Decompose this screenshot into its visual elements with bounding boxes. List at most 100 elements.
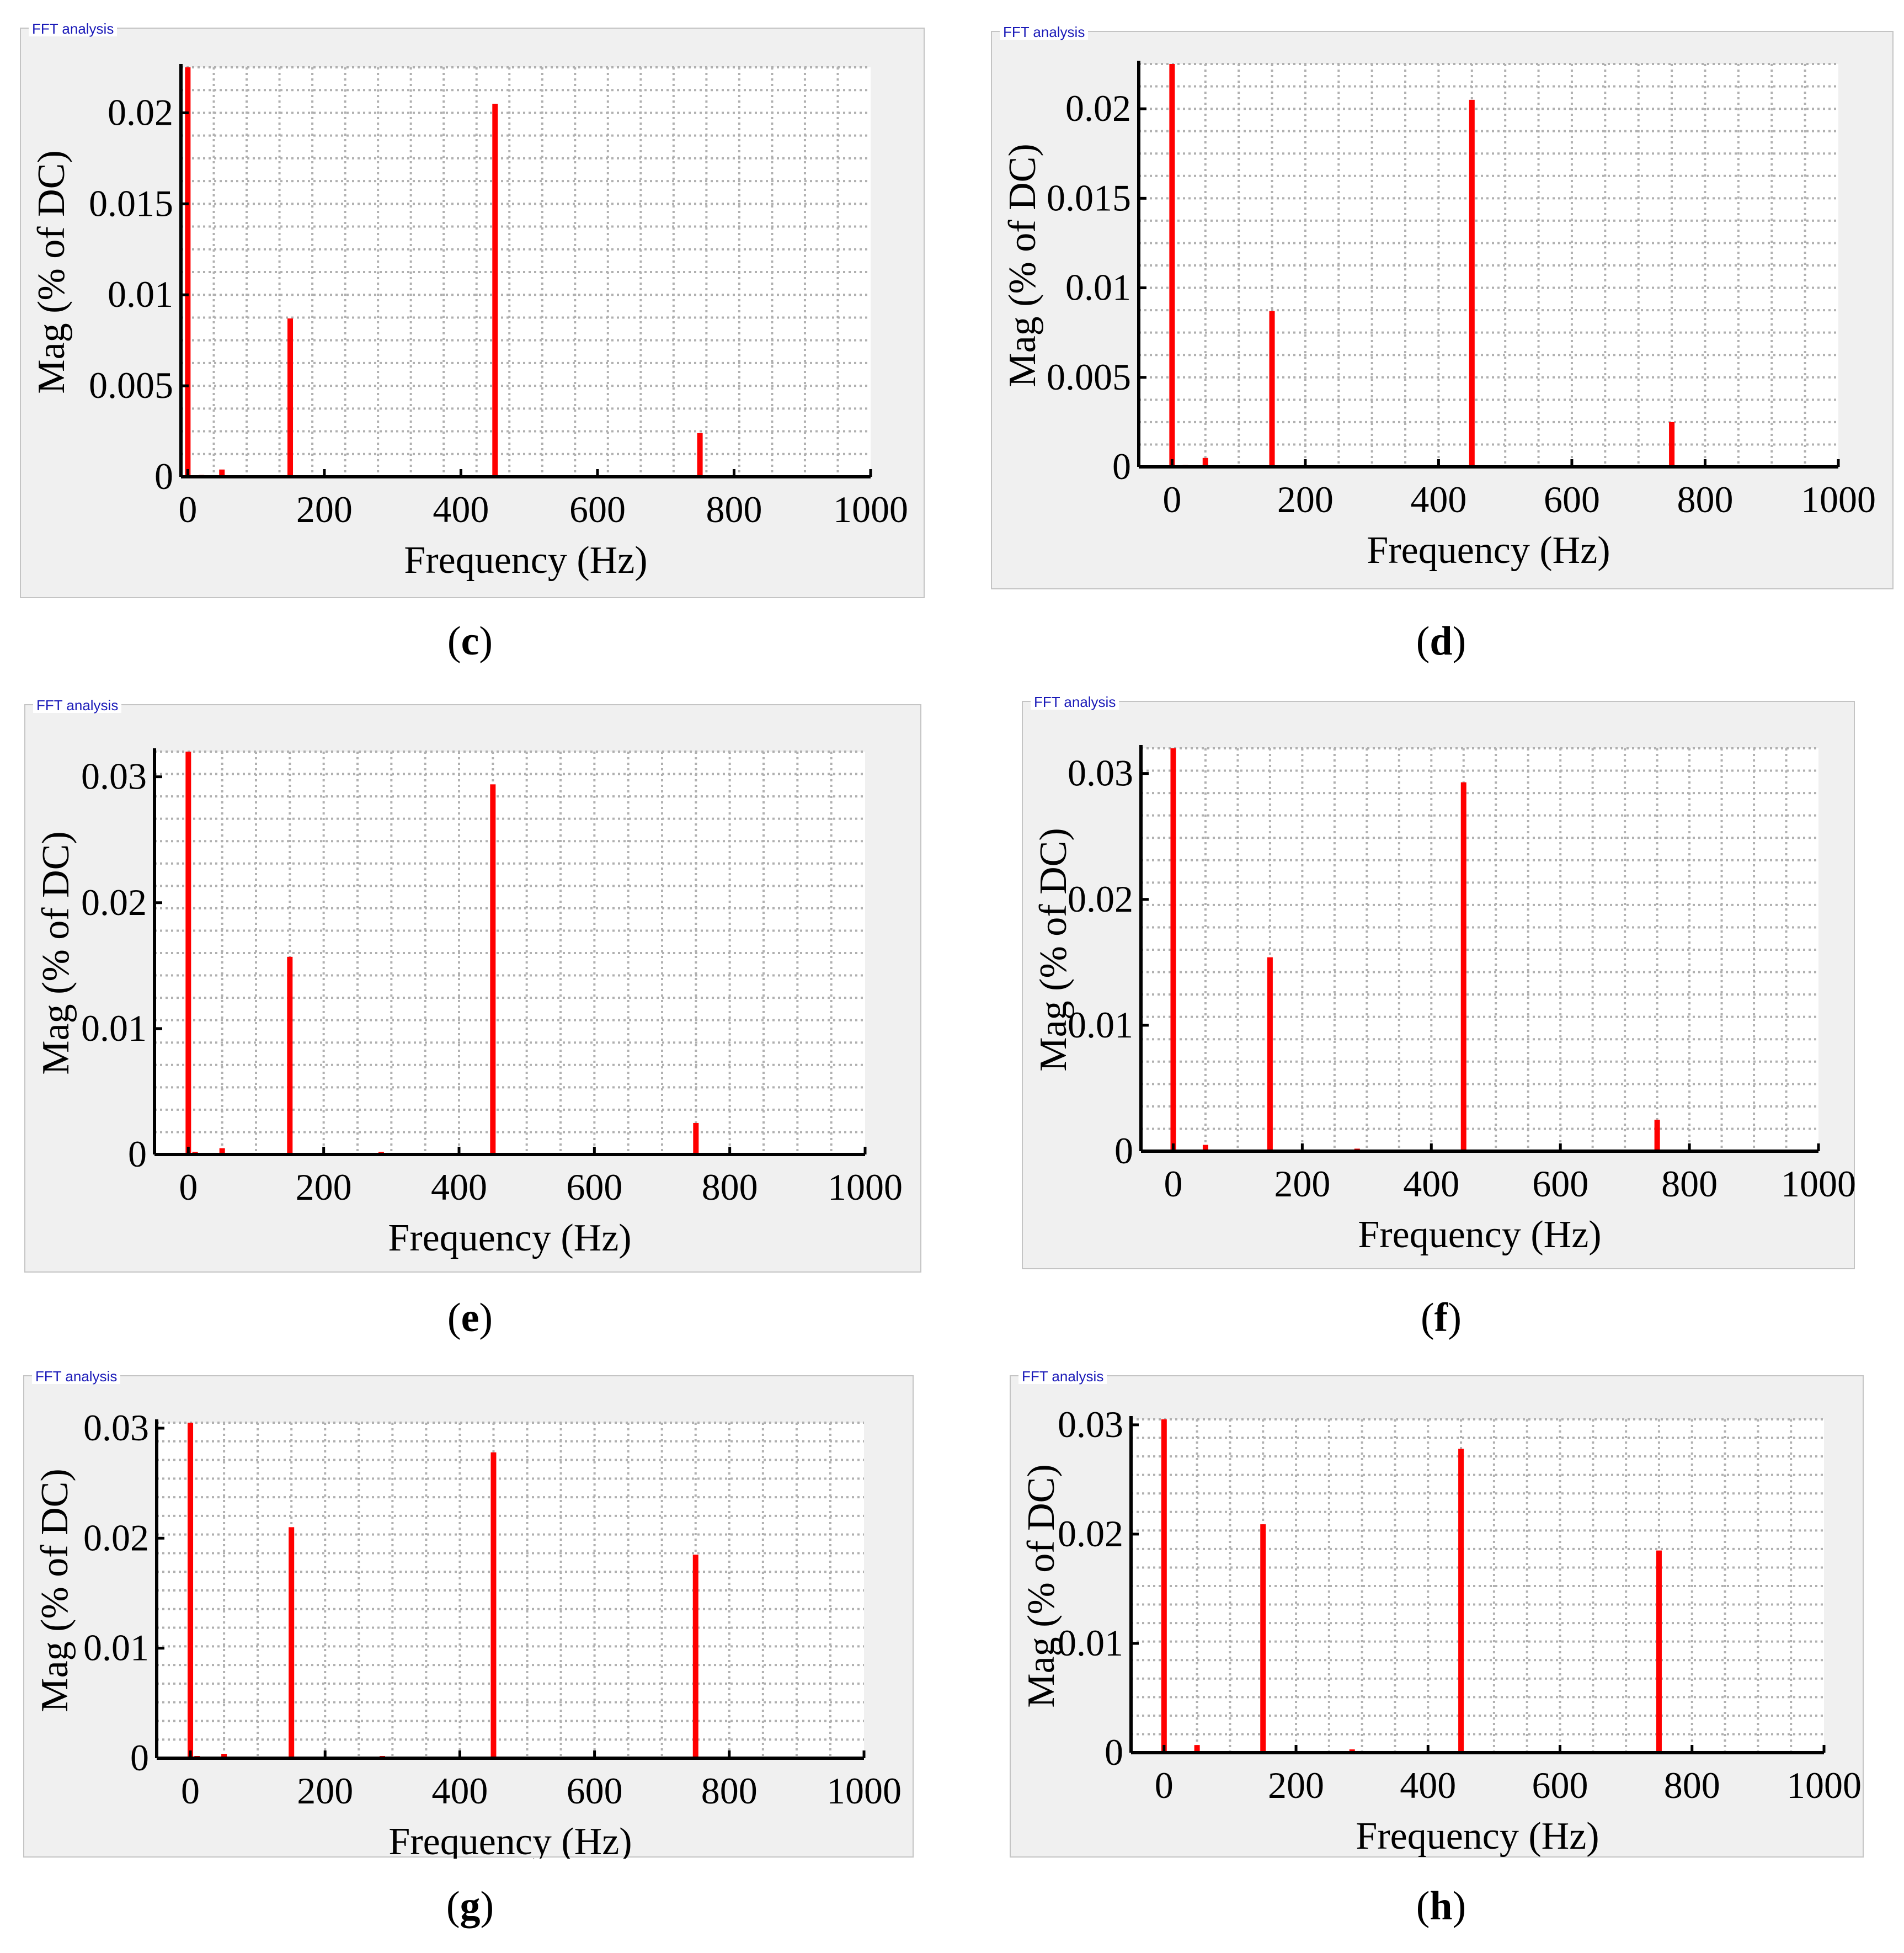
caption-e: (e)	[447, 1295, 493, 1340]
x-tick-label: 200	[1268, 1764, 1324, 1806]
bar	[492, 103, 498, 477]
y-tick-label: 0.01	[83, 1627, 149, 1669]
x-tick-label: 800	[1661, 1163, 1718, 1205]
x-tick-label: 400	[1410, 478, 1466, 520]
panel-title: FFT analysis	[1031, 694, 1119, 710]
x-tick-label: 400	[1403, 1163, 1459, 1205]
y-tick-label: 0.02	[1065, 87, 1131, 129]
fft-chart-h: 0 0.01 0.02 0.03 0 200 400 600 800 1000 Frequency …	[1020, 1403, 1862, 1858]
x-axis-label: Frequency (Hz)	[1367, 529, 1610, 572]
bar	[1267, 957, 1273, 1151]
fft-chart-f: 0 0.01 0.02 0.03 0 200 400 600 800 1000 Frequency …	[1032, 745, 1856, 1256]
bar	[219, 1148, 225, 1154]
x-axis-label: Frequency (Hz)	[388, 1217, 631, 1259]
x-tick-label: 1000	[833, 488, 908, 530]
y-axis-label: Mag (% of DC)	[1001, 143, 1044, 387]
y-tick-label: 0.005	[1047, 356, 1131, 398]
bar	[697, 433, 703, 477]
bar	[1460, 782, 1466, 1151]
y-tick-label: 0.03	[1068, 752, 1133, 794]
fft-chart-g: 0 0.01 0.02 0.03 0 200 400 600 800 1000 Frequency …	[34, 1407, 902, 1859]
y-tick-label: 0	[1105, 1731, 1123, 1773]
y-tick-label: 0	[154, 455, 173, 497]
bar	[1458, 1449, 1464, 1753]
bar	[1656, 1550, 1662, 1753]
y-axis-label: Mag (% of DC)	[34, 1468, 76, 1712]
y-tick-label: 0	[128, 1133, 147, 1175]
grid	[1141, 747, 1818, 1151]
fft-chart-d: 0 0.005 0.01 0.015 0.02 0 200 400 600 800 1000 Freq…	[1001, 61, 1876, 572]
fft-panel-d: FFT analysis 0 0.005 0.01 0.015 0.02 0 200 400 6…	[991, 24, 1894, 589]
y-axis-label: Mag (% of DC)	[35, 831, 77, 1074]
x-tick-label: 400	[431, 1770, 488, 1812]
bar	[490, 784, 496, 1154]
x-tick-label: 400	[1400, 1764, 1456, 1806]
bar	[490, 1452, 497, 1758]
x-tick-label: 600	[1532, 1764, 1588, 1806]
bar	[1469, 99, 1475, 467]
y-tick-label: 0	[1112, 445, 1131, 487]
x-tick-label: 1000	[1786, 1764, 1862, 1806]
x-tick-label: 400	[433, 488, 489, 530]
panel-title: FFT analysis	[1018, 1369, 1107, 1384]
x-tick-label: 600	[1544, 478, 1600, 520]
bar	[219, 469, 225, 477]
x-tick-label: 200	[1274, 1163, 1330, 1205]
y-tick-label: 0.015	[89, 182, 173, 224]
caption-d: (d)	[1416, 619, 1466, 664]
panel-title: FFT analysis	[29, 21, 118, 36]
y-tick-label: 0.005	[89, 364, 173, 406]
x-axis-label: Frequency (Hz)	[1358, 1214, 1601, 1256]
bar	[1169, 64, 1175, 467]
bar	[188, 1423, 194, 1758]
caption-g: (g)	[446, 1883, 494, 1929]
x-tick-label: 200	[297, 1770, 353, 1812]
x-tick-label: 1000	[826, 1770, 902, 1812]
x-tick-label: 1000	[828, 1166, 903, 1208]
grid	[181, 66, 871, 477]
x-tick-label: 200	[296, 488, 353, 530]
x-tick-label: 800	[706, 488, 762, 530]
x-tick-label: 200	[1277, 478, 1334, 520]
plot-area	[1131, 1419, 1824, 1753]
bar	[1260, 1524, 1266, 1753]
y-axis-label: Mag (% of DC)	[1020, 1464, 1063, 1707]
y-tick-label: 0.01	[1068, 1004, 1133, 1046]
bar	[289, 1527, 295, 1758]
y-tick-label: 0.02	[83, 1516, 149, 1558]
y-tick-label: 0.03	[1058, 1403, 1123, 1445]
fft-chart-c: 0 0.005 0.01 0.015 0.02 0 200 400 600 800 1000 Freq…	[30, 64, 908, 582]
y-tick-label: 0.02	[81, 881, 147, 923]
x-tick-label: 800	[1677, 478, 1733, 520]
y-tick-label: 0.02	[1058, 1513, 1123, 1555]
panel-title: FFT analysis	[1000, 24, 1089, 40]
y-tick-label: 0	[1114, 1130, 1133, 1172]
x-axis-label: Frequency (Hz)	[404, 539, 647, 582]
y-tick-label: 0.01	[1065, 267, 1131, 308]
bar	[1669, 422, 1675, 467]
x-tick-label: 200	[296, 1166, 352, 1208]
x-tick-label: 0	[179, 1166, 198, 1208]
y-tick-label: 0.01	[1058, 1622, 1123, 1664]
fft-panel-f: FFT analysis 0 0.01 0.02 0.03 0 200 400 600 800 1…	[1022, 694, 1856, 1269]
x-tick-label: 800	[701, 1770, 758, 1812]
grid	[1139, 63, 1838, 467]
x-tick-label: 1000	[1801, 478, 1876, 520]
x-tick-label: 1000	[1781, 1163, 1856, 1205]
y-tick-label: 0.01	[81, 1007, 147, 1049]
x-tick-label: 0	[178, 488, 197, 530]
x-axis-label: Frequency (Hz)	[1356, 1815, 1599, 1858]
bar	[287, 956, 293, 1154]
fft-panel-e: FFT analysis 0 0.01 0.02 0.03 0 200 400 600 800 1…	[24, 698, 921, 1273]
y-tick-label: 0.015	[1047, 177, 1131, 219]
bar	[1161, 1419, 1167, 1753]
x-tick-label: 600	[569, 488, 626, 530]
fft-chart-e: 0 0.01 0.02 0.03 0 200 400 600 800 1000 Frequency …	[35, 748, 903, 1259]
x-tick-label: 0	[1164, 1163, 1182, 1205]
x-tick-label: 600	[567, 1770, 623, 1812]
y-tick-label: 0.03	[81, 755, 147, 797]
y-tick-label: 0.01	[108, 273, 173, 315]
caption-c: (c)	[447, 619, 493, 664]
x-tick-label: 0	[181, 1770, 200, 1812]
fft-panel-h: FFT analysis 0 0.01 0.02 0.03 0 200 400 600 800 1…	[1010, 1369, 1864, 1858]
